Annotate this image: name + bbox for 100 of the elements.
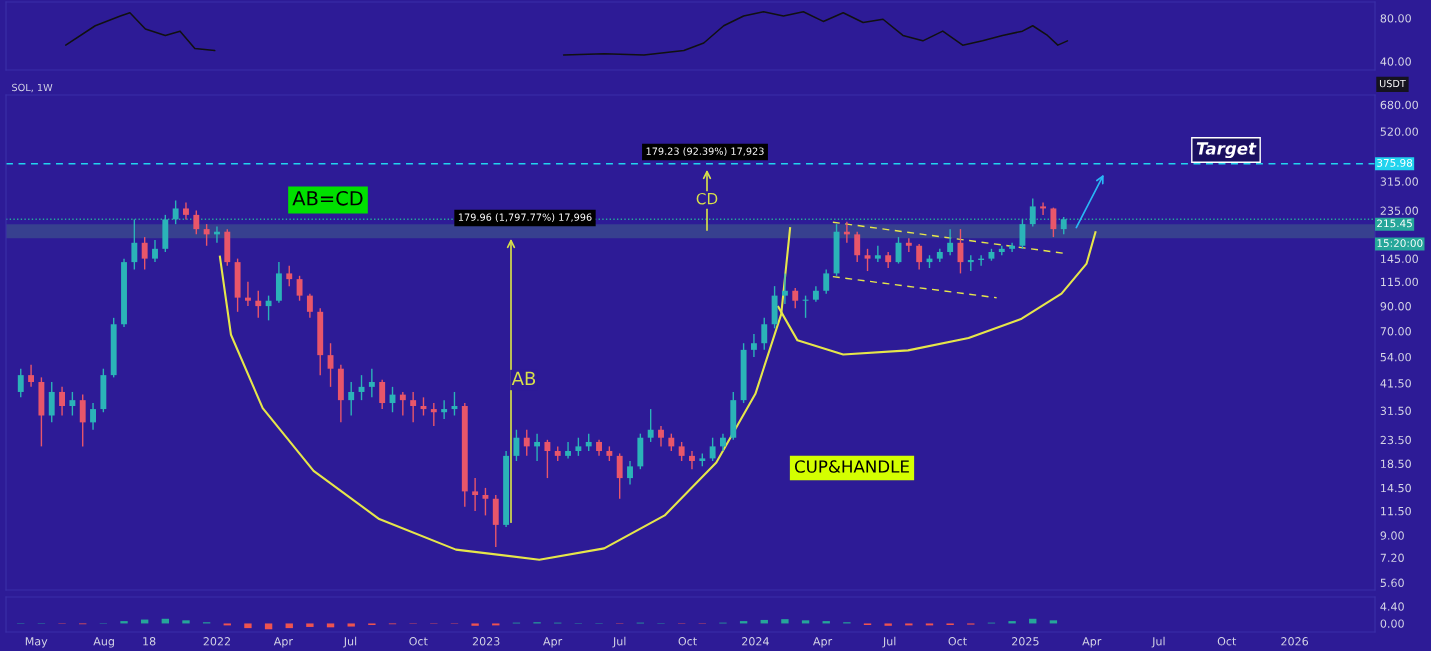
- candlestick: [141, 236, 148, 271]
- x-tick-label: Aug: [93, 637, 114, 648]
- candlestick: [523, 429, 530, 457]
- x-tick-label: Apr: [543, 637, 563, 648]
- candlestick: [864, 248, 871, 272]
- x-tick-label: 2025: [1012, 637, 1039, 646]
- candlestick: [79, 393, 86, 448]
- candlestick: [48, 381, 55, 424]
- candlestick: [627, 460, 633, 486]
- candlestick: [203, 223, 210, 247]
- y-axis-title: USDT: [1379, 79, 1406, 88]
- x-tick-label: Oct: [409, 637, 428, 646]
- y-tick-label: 14.50: [1381, 483, 1411, 493]
- y-tick-label: 115.00: [1381, 277, 1418, 287]
- candlestick: [854, 231, 861, 263]
- x-tick-label: Jul: [612, 636, 626, 648]
- candlestick: [379, 378, 386, 410]
- candlestick: [781, 272, 788, 305]
- candlestick: [244, 281, 251, 307]
- candlestick: [874, 245, 881, 263]
- line-series: [64, 12, 216, 52]
- candlestick: [441, 399, 448, 420]
- y-tick-label: 23.50: [1380, 435, 1411, 445]
- candlestick: [368, 368, 375, 399]
- candlestick: [1019, 218, 1026, 250]
- x-tick-label: Oct: [948, 637, 967, 646]
- annotation: CD: [696, 192, 718, 205]
- y-tick-label: 70.00: [1380, 327, 1411, 336]
- ref-line-label: 215.45: [1377, 219, 1412, 228]
- x-tick-label: Apr: [273, 637, 293, 648]
- candlestick: [823, 268, 830, 295]
- candlestick: [792, 287, 799, 310]
- candlestick: [1050, 206, 1057, 238]
- candlestick: [69, 391, 76, 417]
- y-tick-label: 7.20: [1380, 553, 1404, 562]
- ref-line-label: 375.98: [1377, 158, 1413, 167]
- candlestick: [1009, 242, 1016, 253]
- candlestick: [255, 290, 262, 319]
- candlestick: [565, 441, 572, 460]
- y-tick-label: 11.50: [1381, 506, 1411, 516]
- x-tick-label: 2023: [472, 637, 500, 646]
- candlestick: [1040, 201, 1047, 216]
- candlestick: [430, 402, 437, 427]
- y-tick-label: 40.00: [1380, 57, 1411, 66]
- line-series: [562, 10, 1069, 56]
- y-tick-label: 41.50: [1380, 379, 1411, 388]
- candlestick: [172, 199, 179, 225]
- candlestick: [544, 439, 551, 479]
- candlestick: [306, 292, 313, 319]
- candlestick: [750, 333, 757, 358]
- candlestick: [916, 243, 923, 271]
- candlestick: [472, 477, 479, 512]
- annotation: 179.96 (1,797.77%) 17,996: [458, 213, 592, 222]
- candlestick: [689, 450, 695, 470]
- candlestick: [678, 441, 685, 462]
- candlestick: [575, 437, 582, 457]
- x-tick-label: 2024: [742, 637, 769, 646]
- candlestick: [947, 228, 954, 256]
- y-tick-label: 0.00: [1380, 619, 1404, 628]
- x-tick-label: Oct: [1217, 637, 1237, 646]
- candlestick: [59, 386, 66, 417]
- y-tick-label: 680.00: [1380, 100, 1418, 110]
- y-tick-label: 145.00: [1381, 254, 1418, 264]
- candlestick: [1029, 197, 1036, 228]
- x-tick-label: 18: [143, 637, 156, 646]
- y-tick-label: 5.60: [1380, 578, 1404, 587]
- candlestick: [286, 265, 293, 287]
- y-tick-label: 54.00: [1380, 352, 1411, 362]
- candlestick: [802, 294, 809, 319]
- candlestick: [616, 452, 623, 500]
- y-tick-label: 9.00: [1380, 531, 1404, 540]
- candlestick: [761, 317, 768, 351]
- text: 15:20:00: [1377, 239, 1423, 248]
- annotation: 179.23 (92.39%) 17,923: [646, 147, 764, 156]
- candlestick: [28, 363, 35, 388]
- candlestick: [410, 391, 417, 424]
- candlestick: [658, 425, 664, 448]
- candlestick: [348, 381, 355, 417]
- candlestick: [482, 487, 489, 517]
- candlestick: [399, 391, 406, 417]
- x-tick-label: Apr: [813, 637, 833, 648]
- x-tick-label: Jul: [343, 636, 357, 648]
- annotation: Target: [1196, 142, 1257, 159]
- y-tick-label: 4.40: [1380, 602, 1404, 611]
- y-tick-label: 520.00: [1380, 127, 1418, 136]
- candlestick: [647, 408, 654, 443]
- x-tick-label: Oct: [678, 637, 697, 646]
- y-tick-label: 90.00: [1380, 302, 1411, 311]
- candlestick: [296, 275, 303, 302]
- y-tick-label: 31.50: [1380, 406, 1411, 416]
- candlestick: [513, 429, 520, 462]
- candlestick: [90, 402, 96, 431]
- x-tick-label: Jul: [882, 636, 896, 648]
- x-tick-label: Jul: [1151, 636, 1165, 648]
- x-tick-label: 2022: [203, 637, 230, 646]
- candlestick: [265, 294, 272, 322]
- chart-title: SOL, 1W: [12, 83, 53, 93]
- candlestick: [152, 239, 158, 263]
- y-tick-label: 18.50: [1381, 459, 1411, 469]
- candlestick: [905, 237, 912, 253]
